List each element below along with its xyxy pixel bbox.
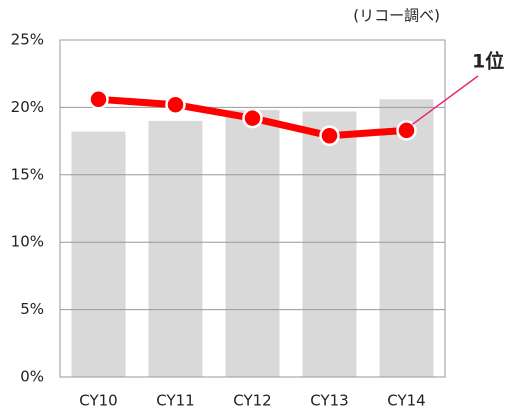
x-tick-label: CY12 <box>233 392 271 410</box>
line-point <box>396 120 417 141</box>
line-point <box>88 89 109 110</box>
line-point <box>242 107 263 129</box>
bar <box>71 131 126 377</box>
bar <box>302 111 357 377</box>
source-note: (リコー調べ) <box>353 7 440 25</box>
x-tick-label: CY10 <box>79 392 117 410</box>
x-tick-label: CY11 <box>156 392 194 410</box>
line-point <box>319 125 340 146</box>
y-tick-label: 10% <box>11 233 44 251</box>
annotation-leader <box>412 75 479 125</box>
annotation: 1位 <box>472 50 504 73</box>
x-tick-label: CY13 <box>310 392 348 410</box>
y-tick-label: 25% <box>11 31 44 49</box>
y-tick-label: 5% <box>20 300 44 318</box>
y-tick-label: 15% <box>11 165 44 183</box>
x-tick-label: CY14 <box>387 392 425 410</box>
bar <box>379 99 434 377</box>
line-point <box>165 94 186 115</box>
bar <box>225 110 280 377</box>
bar <box>148 120 203 377</box>
y-tick-label: 0% <box>20 368 44 386</box>
y-tick-label: 20% <box>11 98 44 116</box>
